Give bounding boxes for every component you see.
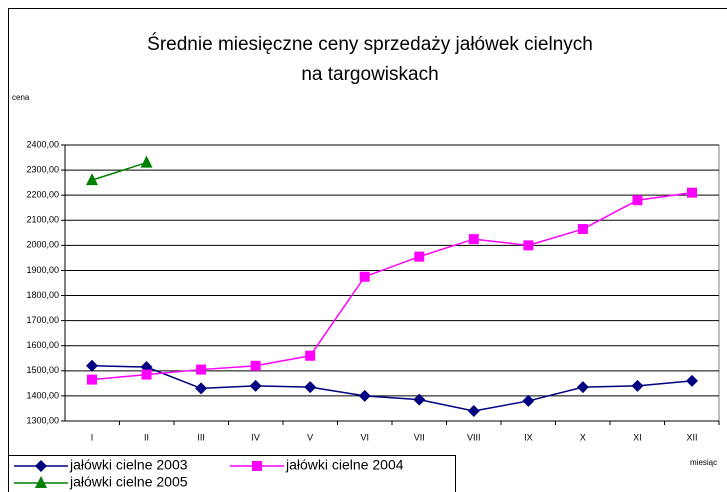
y-tick-label: 2400,00 (26, 139, 59, 149)
data-point (249, 379, 262, 392)
legend-marker (252, 461, 262, 471)
series-line (91, 365, 693, 412)
y-tick-label: 2000,00 (26, 240, 59, 250)
y-tick-label: 1500,00 (26, 365, 59, 375)
plot-area (64, 144, 720, 422)
series-line (91, 161, 147, 181)
y-tick-label: 2200,00 (26, 190, 59, 200)
y-tick-label: 1900,00 (26, 265, 59, 275)
legend-text: jałówki cielne 2003 (69, 457, 188, 473)
chart-title: na targowiskach (301, 64, 438, 85)
data-point (140, 155, 153, 168)
x-tick-label: V (307, 432, 313, 442)
data-point (358, 389, 371, 402)
data-point (305, 350, 316, 361)
data-point (414, 251, 425, 262)
data-point (523, 240, 534, 251)
data-point (467, 404, 480, 417)
x-tick-label: I (91, 432, 94, 442)
y-tick-label: 1700,00 (26, 315, 59, 325)
x-axis-label: miesiąc (690, 458, 717, 467)
data-point (576, 381, 589, 394)
legend-marker (35, 460, 47, 472)
series-line (91, 191, 693, 381)
x-tick-label: XI (633, 432, 642, 442)
x-tick-label: X (580, 432, 586, 442)
data-point (577, 224, 588, 235)
data-point (687, 187, 697, 198)
x-tick-label: VIII (467, 432, 481, 442)
y-tick-label: 2300,00 (26, 164, 59, 174)
y-tick-label: 1400,00 (26, 390, 59, 400)
chart-title: Średnie miesięczne ceny sprzedaży jałówe… (147, 33, 593, 55)
data-point (413, 393, 426, 406)
legend-text: jałówki cielne 2005 (69, 474, 188, 490)
legend-text: jałówki cielne 2004 (285, 457, 404, 473)
y-axis-label: cena (12, 93, 30, 102)
legend-marker (35, 476, 47, 488)
data-point (359, 271, 370, 282)
data-point (250, 360, 261, 371)
data-point (631, 379, 644, 392)
y-tick-label: 2100,00 (26, 215, 59, 225)
data-point (87, 374, 97, 385)
x-tick-label: VII (414, 432, 425, 442)
data-point (196, 364, 207, 375)
data-point (686, 374, 698, 387)
data-point (522, 394, 535, 407)
data-point (86, 359, 98, 372)
data-point (141, 369, 152, 380)
data-point (632, 195, 643, 206)
y-tick-label: 1800,00 (26, 290, 59, 300)
y-tick-label: 1300,00 (26, 415, 59, 425)
data-point (195, 382, 208, 395)
legend (8, 455, 456, 492)
data-point (86, 173, 98, 186)
data-point (468, 234, 479, 245)
x-tick-label: IX (524, 432, 533, 442)
y-tick-label: 1600,00 (26, 340, 59, 350)
x-tick-label: XII (686, 432, 697, 442)
data-point (304, 381, 317, 394)
x-tick-label: VI (360, 432, 369, 442)
x-tick-label: II (144, 432, 149, 442)
x-tick-label: III (197, 432, 205, 442)
x-tick-label: IV (251, 432, 260, 442)
